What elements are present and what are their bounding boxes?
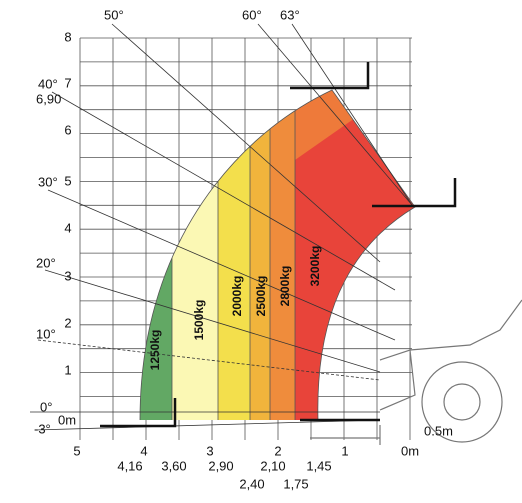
h-tick: 1 xyxy=(341,443,348,458)
load-zones xyxy=(140,90,415,420)
v-tick: 7 xyxy=(64,75,71,90)
ground-label: 0m xyxy=(58,412,76,427)
angle: 30° xyxy=(38,174,58,189)
angle: 0° xyxy=(40,399,52,414)
load-label: 2000kg xyxy=(230,276,244,317)
v-tick: 2 xyxy=(64,315,71,330)
v-tick: 8 xyxy=(64,29,71,44)
h-tick: 2 xyxy=(274,443,281,458)
angle: -3° xyxy=(34,421,51,436)
reach-mark: 1,45 xyxy=(306,458,331,473)
angle: 50° xyxy=(104,7,124,22)
angle: 60° xyxy=(242,7,262,22)
v-tick: 3 xyxy=(64,268,71,283)
height-label: 6,90 xyxy=(36,91,61,106)
reach-mark: 2,90 xyxy=(208,458,233,473)
reach-mark: 2,40 xyxy=(239,476,264,491)
reach-mark: 2,10 xyxy=(260,458,285,473)
load-label: 2500kg xyxy=(254,276,268,317)
reach-mark: 4,16 xyxy=(117,458,142,473)
angle: 40° xyxy=(38,76,58,91)
h-tick: 5 xyxy=(73,443,80,458)
offset-label: 0.5m xyxy=(424,423,453,438)
load-label: 3200kg xyxy=(308,246,322,287)
v-tick: 1 xyxy=(64,362,71,377)
v-tick: 5 xyxy=(64,173,71,188)
angle: 63° xyxy=(280,7,300,22)
h-tick: 3 xyxy=(206,443,213,458)
reach-mark: 1,75 xyxy=(283,476,308,491)
reach-mark: 3,60 xyxy=(161,458,186,473)
angle-lines xyxy=(30,23,413,431)
h-tick: 0m xyxy=(401,443,419,458)
machine xyxy=(310,299,522,445)
load-label: 2800kg xyxy=(278,266,292,307)
h-tick: 4 xyxy=(140,443,147,458)
v-tick: 4 xyxy=(64,220,71,235)
load-label: 1500kg xyxy=(192,300,206,341)
angle: 20° xyxy=(36,255,56,270)
forks xyxy=(100,62,457,428)
load-label: 1250kg xyxy=(148,330,162,371)
angle: 10° xyxy=(36,326,56,341)
v-tick: 6 xyxy=(64,122,71,137)
